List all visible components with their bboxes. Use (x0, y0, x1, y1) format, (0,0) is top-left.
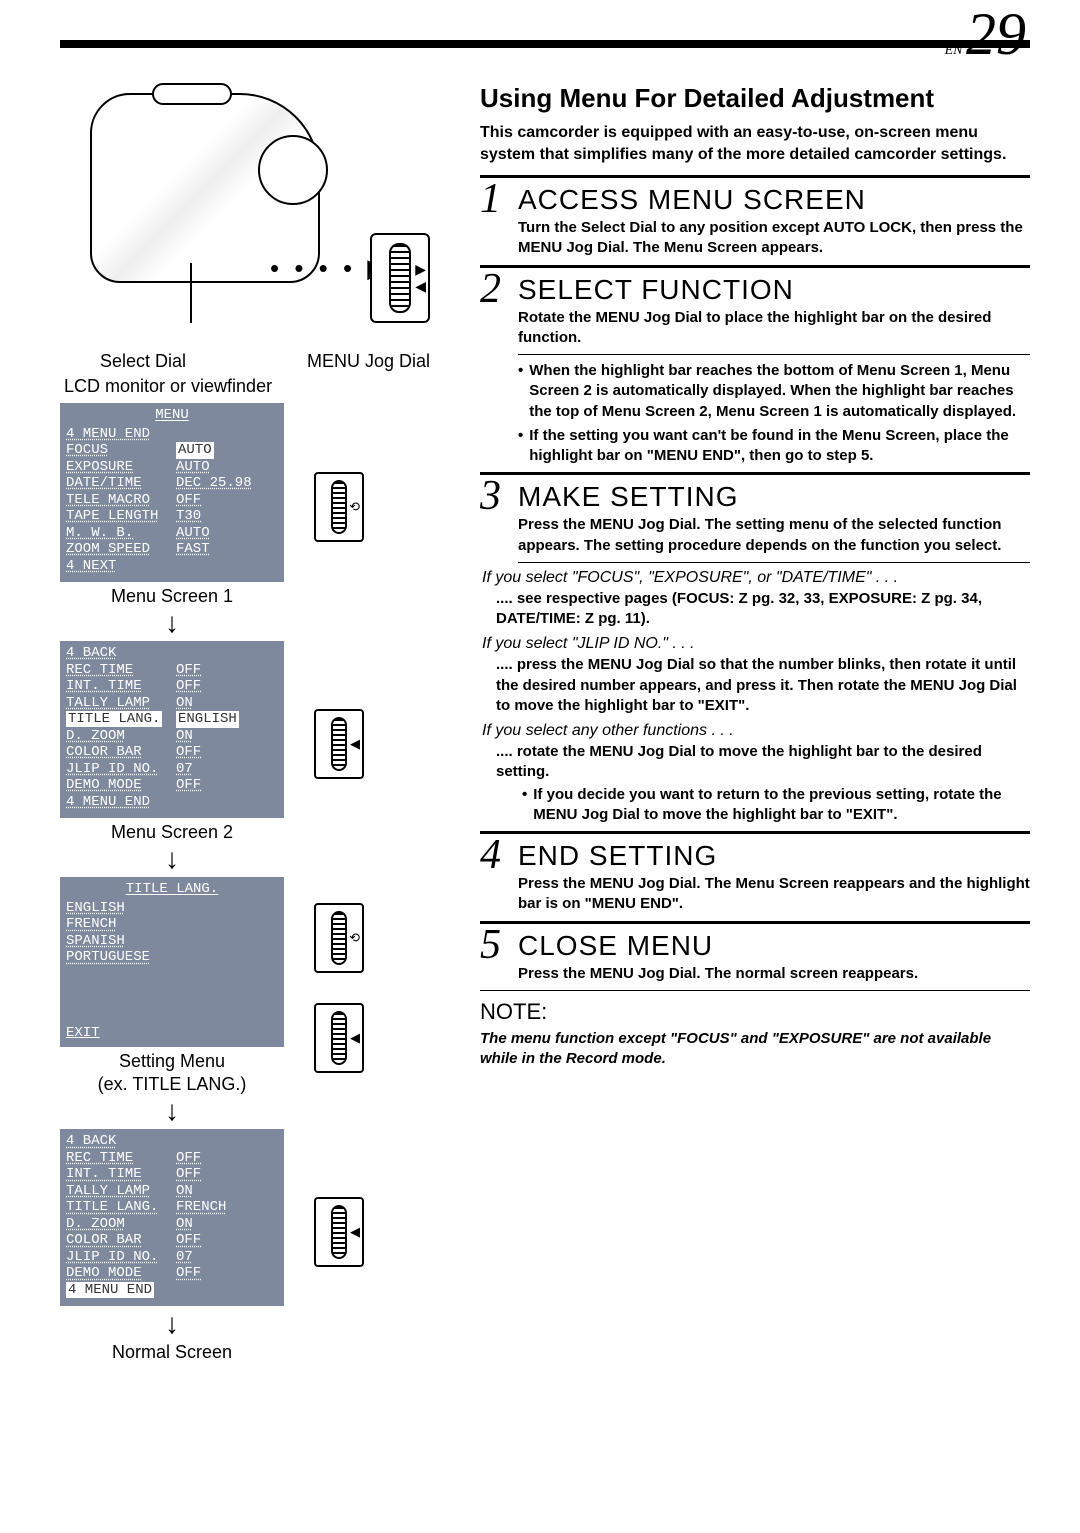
if-other-bullet: If you decide you want to return to the … (533, 785, 1030, 826)
if-focus-label: If you select "FOCUS", "EXPOSURE", or "D… (482, 569, 1030, 587)
setting-caption-1: Setting Menu (60, 1051, 284, 1072)
down-arrow-icon: ↓ (60, 845, 284, 873)
setting-menu: TITLE LANG. ENGLISHFRENCHSPANISHPORTUGUE… (60, 877, 284, 1047)
jog-dial-press-icon: ◀ (314, 1197, 364, 1267)
menu-screen-1: MENU 4 MENU END FOCUSAUTO EXPOSUREAUTO D… (60, 403, 284, 582)
note-label: NOTE: (480, 999, 1030, 1025)
menu-row: 4 MENU END (66, 1282, 278, 1299)
jog-dial-icon: ▶◀ (370, 233, 430, 323)
if-other-body: .... rotate the MENU Jog Dial to move th… (482, 742, 1030, 783)
menu-screen-2: 4 BACKREC TIMEOFFINT. TIMEOFFTALLY LAMPO… (60, 641, 284, 818)
select-dial-label: Select Dial (100, 351, 186, 372)
menu-row: 4 MENU END (66, 426, 278, 443)
menu-row: INT. TIMEOFF (66, 1166, 278, 1183)
step-title: MAKE SETTING (518, 481, 1030, 513)
menu-row: COLOR BAROFF (66, 1232, 278, 1249)
menu-row: DEMO MODEOFF (66, 1265, 278, 1282)
menu-row: FRENCH (66, 916, 278, 933)
menu-title: MENU (66, 407, 278, 424)
jog-dial-press-icon: ◀ (314, 709, 364, 779)
menu-row: REC TIMEOFF (66, 662, 278, 679)
note-body: The menu function except "FOCUS" and "EX… (480, 1029, 1030, 1070)
step-2: 2 SELECT FUNCTION Rotate the MENU Jog Di… (480, 274, 1030, 349)
menu2-caption: Menu Screen 2 (60, 822, 284, 843)
if-focus-body: .... see respective pages (FOCUS: Z pg. … (482, 589, 1030, 630)
step-5: 5 CLOSE MENU Press the MENU Jog Dial. Th… (480, 930, 1030, 984)
menu-row: REC TIMEOFF (66, 1150, 278, 1167)
normal-screen-caption: Normal Screen (60, 1342, 284, 1363)
step-body: Press the MENU Jog Dial. The normal scre… (518, 964, 1030, 984)
menu-row: 4 BACK (66, 1133, 278, 1150)
step-3: 3 MAKE SETTING Press the MENU Jog Dial. … (480, 481, 1030, 556)
setting-caption-2: (ex. TITLE LANG.) (60, 1074, 284, 1095)
step-body: Press the MENU Jog Dial. The Menu Screen… (518, 874, 1030, 915)
menu-row: M. W. B.AUTO (66, 525, 278, 542)
if-jlip-body: .... press the MENU Jog Dial so that the… (482, 655, 1030, 716)
step-body: Turn the Select Dial to any position exc… (518, 218, 1030, 259)
if-jlip-label: If you select "JLIP ID NO." . . . (482, 635, 1030, 653)
step-body: Press the MENU Jog Dial. The setting men… (518, 515, 1030, 556)
step-title: ACCESS MENU SCREEN (518, 184, 1030, 216)
page-number-value: 29 (966, 1, 1026, 67)
page-prefix: EN (945, 43, 963, 58)
step-title: SELECT FUNCTION (518, 274, 1030, 306)
menu-row: 4 NEXT (66, 558, 278, 575)
step-number: 2 (480, 268, 501, 310)
menu-row: FOCUSAUTO (66, 442, 278, 459)
menu-row: JLIP ID NO.07 (66, 761, 278, 778)
menu-row: D. ZOOMON (66, 1216, 278, 1233)
step-4: 4 END SETTING Press the MENU Jog Dial. T… (480, 840, 1030, 915)
menu-row: DEMO MODEOFF (66, 777, 278, 794)
step-number: 1 (480, 178, 501, 220)
menu-row: TITLE LANG.ENGLISH (66, 711, 278, 728)
jog-dial-rotate-icon: ⟲ (314, 472, 364, 542)
step-number: 3 (480, 475, 501, 517)
menu-row: TALLY LAMPON (66, 695, 278, 712)
step2-bullet-2: If the setting you want can't be found i… (529, 426, 1030, 467)
step-title: CLOSE MENU (518, 930, 1030, 962)
down-arrow-icon: ↓ (60, 609, 284, 637)
down-arrow-icon: ↓ (60, 1310, 284, 1338)
step2-bullet-1: When the highlight bar reaches the botto… (529, 361, 1030, 422)
down-arrow-icon: ↓ (60, 1097, 284, 1125)
menu1-caption: Menu Screen 1 (60, 586, 284, 607)
step-number: 4 (480, 834, 501, 876)
menu-row: 4 BACK (66, 645, 278, 662)
menu-row: ENGLISH (66, 900, 278, 917)
menu-row: 4 MENU END (66, 794, 278, 811)
step-body: Rotate the MENU Jog Dial to place the hi… (518, 308, 1030, 349)
menu-row: PORTUGUESE (66, 949, 278, 966)
menu-row: TITLE LANG.FRENCH (66, 1199, 278, 1216)
menu-row: TELE MACROOFF (66, 492, 278, 509)
menu-jog-dial-label: MENU Jog Dial (307, 351, 430, 372)
menu-row: COLOR BAROFF (66, 744, 278, 761)
menu-row: JLIP ID NO.07 (66, 1249, 278, 1266)
menu-row: TAPE LENGTHT30 (66, 508, 278, 525)
if-other-label: If you select any other functions . . . (482, 722, 1030, 740)
lcd-monitor-label: LCD monitor or viewfinder (60, 376, 440, 397)
intro-text: This camcorder is equipped with an easy-… (480, 122, 1030, 165)
menu-row: D. ZOOMON (66, 728, 278, 745)
bullet-icon: • (522, 785, 527, 826)
menu-row: DATE/TIMEDEC 25.98 (66, 475, 278, 492)
menu-row: SPANISH (66, 933, 278, 950)
jog-dial-press-icon: ◀ (314, 1003, 364, 1073)
setting-menu-title: TITLE LANG. (66, 881, 278, 898)
right-heading: Using Menu For Detailed Adjustment (480, 83, 1030, 114)
bullet-icon: • (518, 361, 523, 422)
jog-dial-rotate-icon: ⟲ (314, 903, 364, 973)
page-number: EN 29 (60, 0, 1030, 69)
camcorder-illustration: • • • • ▶ ▶◀ (60, 83, 440, 343)
menu-row: ZOOM SPEEDFAST (66, 541, 278, 558)
step-title: END SETTING (518, 840, 1030, 872)
step-1: 1 ACCESS MENU SCREEN Turn the Select Dia… (480, 184, 1030, 259)
setting-exit: EXIT (66, 1025, 100, 1042)
bullet-icon: • (518, 426, 523, 467)
menu-row: EXPOSUREAUTO (66, 459, 278, 476)
menu-screen-2-changed: 4 BACKREC TIMEOFFINT. TIMEOFFTALLY LAMPO… (60, 1129, 284, 1306)
step-number: 5 (480, 924, 501, 966)
menu-row: INT. TIMEOFF (66, 678, 278, 695)
menu-row: TALLY LAMPON (66, 1183, 278, 1200)
